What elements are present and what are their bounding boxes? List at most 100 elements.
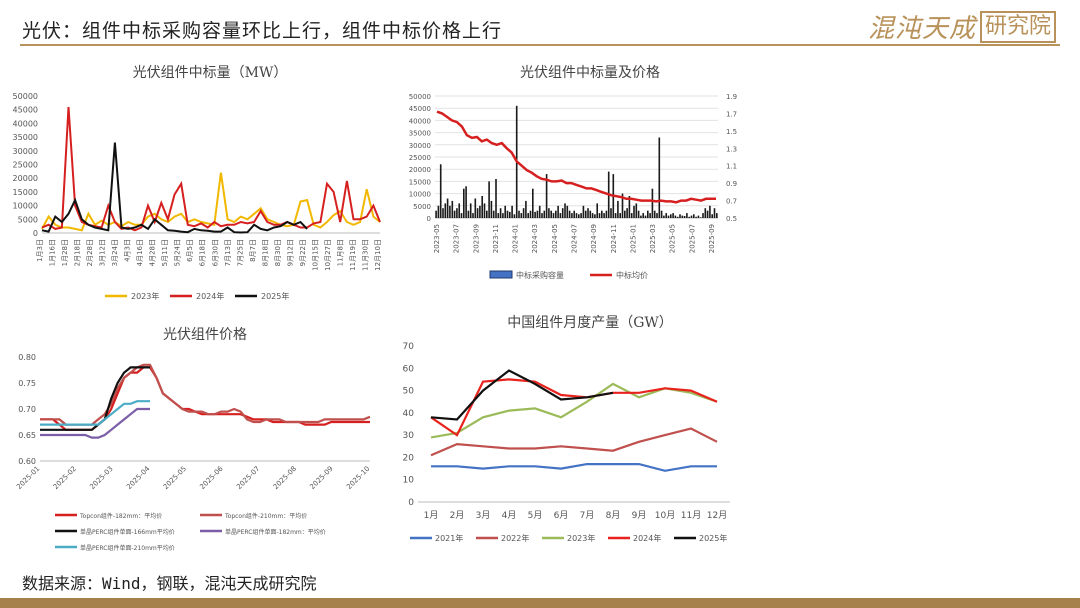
y-tick-label: 15000 [13,188,38,197]
series-line-2 [430,382,718,439]
y-tick-label: 40000 [13,119,38,128]
bar [536,210,539,218]
x-tick-label: 10月27日 [324,239,332,271]
y-tick-label: 30000 [409,142,431,150]
y2-tick-label: 1.7 [726,110,737,118]
x-tick-label: 2025-01 [629,224,637,253]
bar [481,196,484,218]
bar [527,213,530,218]
y-tick-label: 50000 [409,93,431,101]
x-tick-label: 2024-01 [512,224,520,253]
x-tick-label: 3月24日 [111,239,119,266]
bar [637,210,640,218]
bar [488,181,490,218]
bar [492,210,495,218]
bar [704,208,707,218]
x-tick-label: 2025-05 [162,465,188,491]
x-tick-label: 10月15日 [311,239,319,271]
bar [582,205,585,218]
bar [513,214,516,218]
y-tick-label: 10000 [409,191,431,199]
bar [656,213,658,218]
bar [644,215,647,218]
bar [453,210,456,218]
data-source-note: 数据来源：Wind，钢联，混沌天成研究院 [22,574,317,593]
bar [674,215,677,218]
series-line-2 [40,366,150,431]
logo-cursive-text: 混沌天成 [867,14,976,44]
bar [649,213,651,218]
series-line-2 [41,142,308,234]
x-tick-label: 1月3日 [36,239,44,262]
bar [702,213,704,218]
bar [626,208,628,218]
bar [614,213,617,218]
bar [653,210,656,218]
y-tick-label: 20000 [13,174,38,183]
bar [449,205,451,218]
footer-bar [0,598,1080,608]
bar [709,205,711,218]
x-tick-label: 11月8日 [336,239,344,266]
bar [456,208,458,218]
x-tick-label: 2025-03 [88,465,114,491]
legend-label: 2022年 [501,533,529,543]
bar [529,210,532,218]
bar [580,213,582,218]
bar [575,213,578,218]
y2-tick-label: 0.5 [726,215,737,223]
bar [566,205,569,218]
x-tick-label: 4月 [502,510,517,521]
bar [518,210,520,218]
x-tick-label: 9月12日 [286,239,294,266]
x-tick-label: 2023-11 [492,224,500,253]
bar [598,213,601,218]
bar [640,215,642,218]
bar [474,198,477,218]
chart1-title: 光伏组件中标量（MW） [132,65,288,81]
x-tick-label: 2025-07 [235,465,261,491]
series-line-0 [41,172,381,232]
bar [504,205,507,218]
y-tick-label: 10000 [13,202,38,211]
x-tick-label: 5月24日 [174,239,182,266]
bar [555,210,557,218]
x-tick-label: 2025-09 [308,465,334,491]
x-tick-label: 2月28日 [86,239,94,266]
bar [589,210,592,218]
legend-label: Topcon组件-210mm：平均价 [224,512,307,520]
y2-tick-label: 1.5 [726,128,737,136]
x-tick-label: 2025-08 [272,465,298,491]
bar [711,214,714,218]
chart3-title: 光伏组件价格 [163,327,247,343]
chart4-title: 中国组件月度产量（GW） [507,315,673,331]
bar [446,198,449,218]
legend-swatch [489,270,513,279]
series-line-3 [430,378,718,437]
y-tick-label: 50 [403,387,415,397]
bar [635,203,638,218]
bar [568,210,571,218]
series-line-0 [431,463,717,472]
x-tick-label: 2025-05 [669,224,677,253]
bar [670,214,672,218]
bar [525,200,527,218]
bar [663,215,665,218]
bar [693,214,695,218]
x-tick-label: 2023-05 [433,224,441,253]
series-line-4 [430,369,614,421]
bar [465,186,467,218]
y-tick-label: 60 [403,364,415,374]
legend-label: 中标采购容量 [516,270,564,280]
x-tick-label: 6月 [554,510,569,521]
x-tick-label: 12月 [707,510,727,521]
x-tick-label: 3月12日 [99,239,107,266]
x-tick-label: 2025-02 [52,465,78,491]
bar [695,216,697,218]
bar [594,214,596,218]
bar [460,213,463,218]
bar [658,137,661,218]
legend-label: 2021年 [435,533,463,543]
bar [559,213,562,218]
y-tick-label: 0.75 [18,379,36,388]
